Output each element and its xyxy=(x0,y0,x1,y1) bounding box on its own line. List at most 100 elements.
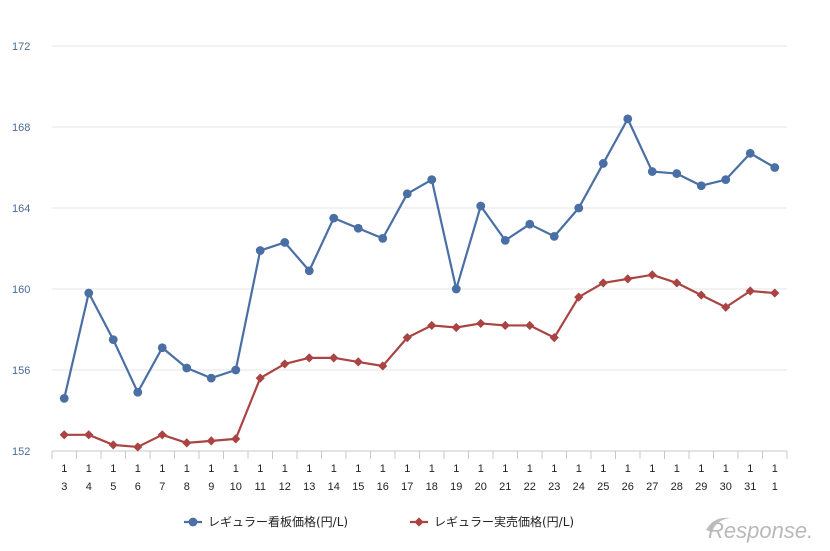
data-point xyxy=(696,181,706,191)
data-point xyxy=(696,290,706,300)
data-point xyxy=(157,343,167,353)
x-tick-label-day: 5 xyxy=(110,481,116,493)
watermark-logo: Response. xyxy=(706,517,813,543)
y-axis-ticks: 152 156 160 164 168 172 xyxy=(12,41,30,458)
x-tick-label-month: 1 xyxy=(600,463,606,475)
legend-marker xyxy=(188,517,198,527)
data-point xyxy=(623,274,633,284)
data-point xyxy=(427,175,437,185)
x-tick-label-day: 26 xyxy=(622,481,634,493)
data-point xyxy=(770,288,780,298)
data-point xyxy=(255,246,265,255)
x-tick-label-month: 1 xyxy=(282,463,288,475)
x-tick-label-month: 1 xyxy=(527,463,533,475)
data-point xyxy=(770,163,780,172)
data-point xyxy=(353,223,363,233)
data-point xyxy=(525,320,535,331)
series-1 xyxy=(59,114,780,403)
data-point xyxy=(182,363,192,373)
data-point xyxy=(500,320,510,331)
data-point xyxy=(329,353,339,363)
x-tick-label-month: 1 xyxy=(576,463,582,475)
data-point xyxy=(133,387,143,397)
x-tick-label-day: 12 xyxy=(279,481,291,493)
x-tick-label-day: 30 xyxy=(720,481,732,493)
x-axis-ticks: 1314151617181911011111211311411511611711… xyxy=(51,451,788,493)
x-tick-label-day: 11 xyxy=(255,481,266,493)
data-point xyxy=(59,430,69,440)
x-tick-label-day: 20 xyxy=(475,481,487,493)
x-tick-label-month: 1 xyxy=(257,463,263,475)
x-tick-label-day: 1 xyxy=(772,481,778,493)
data-point xyxy=(598,278,608,288)
data-point xyxy=(157,430,167,440)
x-tick-label-month: 1 xyxy=(649,463,655,475)
x-tick-label-day: 3 xyxy=(61,481,67,493)
data-point xyxy=(525,219,535,229)
data-point xyxy=(647,167,657,176)
y-tick-label: 168 xyxy=(12,122,30,134)
data-point xyxy=(304,353,314,363)
data-point xyxy=(231,434,241,444)
data-point xyxy=(672,169,682,178)
x-tick-label-month: 1 xyxy=(674,463,680,475)
x-tick-label-month: 1 xyxy=(478,463,484,475)
series-group xyxy=(59,114,780,452)
data-point xyxy=(745,286,755,296)
x-tick-label-month: 1 xyxy=(453,463,459,475)
x-tick-label-day: 28 xyxy=(671,481,683,493)
x-tick-label-month: 1 xyxy=(429,463,435,475)
x-tick-label-month: 1 xyxy=(747,463,753,475)
data-point xyxy=(329,213,339,223)
x-tick-label-month: 1 xyxy=(135,463,141,475)
legend-marker xyxy=(414,517,424,527)
series-line xyxy=(64,273,775,449)
data-point xyxy=(108,335,118,345)
data-point xyxy=(84,430,94,440)
x-tick-label-day: 29 xyxy=(695,481,707,493)
data-point xyxy=(378,233,388,243)
x-tick-label-day: 31 xyxy=(744,481,756,493)
x-tick-label-day: 25 xyxy=(597,481,609,493)
x-tick-label-day: 9 xyxy=(208,481,214,493)
data-point xyxy=(672,278,682,288)
x-tick-label-day: 22 xyxy=(524,481,536,493)
x-tick-label-day: 8 xyxy=(184,481,190,493)
legend: レギュラー看板価格(円/L) レギュラー実売価格(円/L) xyxy=(184,514,574,529)
x-tick-label-day: 10 xyxy=(230,481,242,493)
x-tick-label-month: 1 xyxy=(306,463,312,475)
x-tick-label-month: 1 xyxy=(208,463,214,475)
data-point xyxy=(721,175,731,185)
data-point xyxy=(304,266,314,276)
x-tick-label-day: 16 xyxy=(377,481,389,493)
x-tick-label-day: 4 xyxy=(86,481,92,493)
x-tick-label-month: 1 xyxy=(404,463,410,475)
data-point xyxy=(451,322,461,333)
data-point xyxy=(378,361,388,371)
data-point xyxy=(353,357,363,367)
x-tick-label-month: 1 xyxy=(233,463,239,475)
x-tick-label-month: 1 xyxy=(331,463,337,475)
x-tick-label-month: 1 xyxy=(698,463,704,475)
x-tick-label-day: 24 xyxy=(573,481,585,493)
x-tick-label-month: 1 xyxy=(184,463,190,475)
data-point xyxy=(574,203,584,213)
data-point xyxy=(231,365,241,375)
x-tick-label-day: 7 xyxy=(159,481,165,493)
data-point xyxy=(574,292,584,302)
data-point xyxy=(451,284,461,294)
y-tick-label: 160 xyxy=(12,284,30,296)
x-tick-label-month: 1 xyxy=(159,463,165,475)
x-tick-label-day: 19 xyxy=(450,481,462,493)
x-tick-label-day: 6 xyxy=(135,481,141,493)
x-tick-label-day: 23 xyxy=(548,481,560,493)
data-point xyxy=(745,148,755,158)
data-point xyxy=(182,438,192,448)
data-point xyxy=(108,440,118,450)
x-tick-label-day: 21 xyxy=(499,481,511,493)
x-tick-label-month: 1 xyxy=(625,463,631,475)
x-tick-label-month: 1 xyxy=(61,463,67,475)
watermark-text: Response. xyxy=(708,518,813,543)
